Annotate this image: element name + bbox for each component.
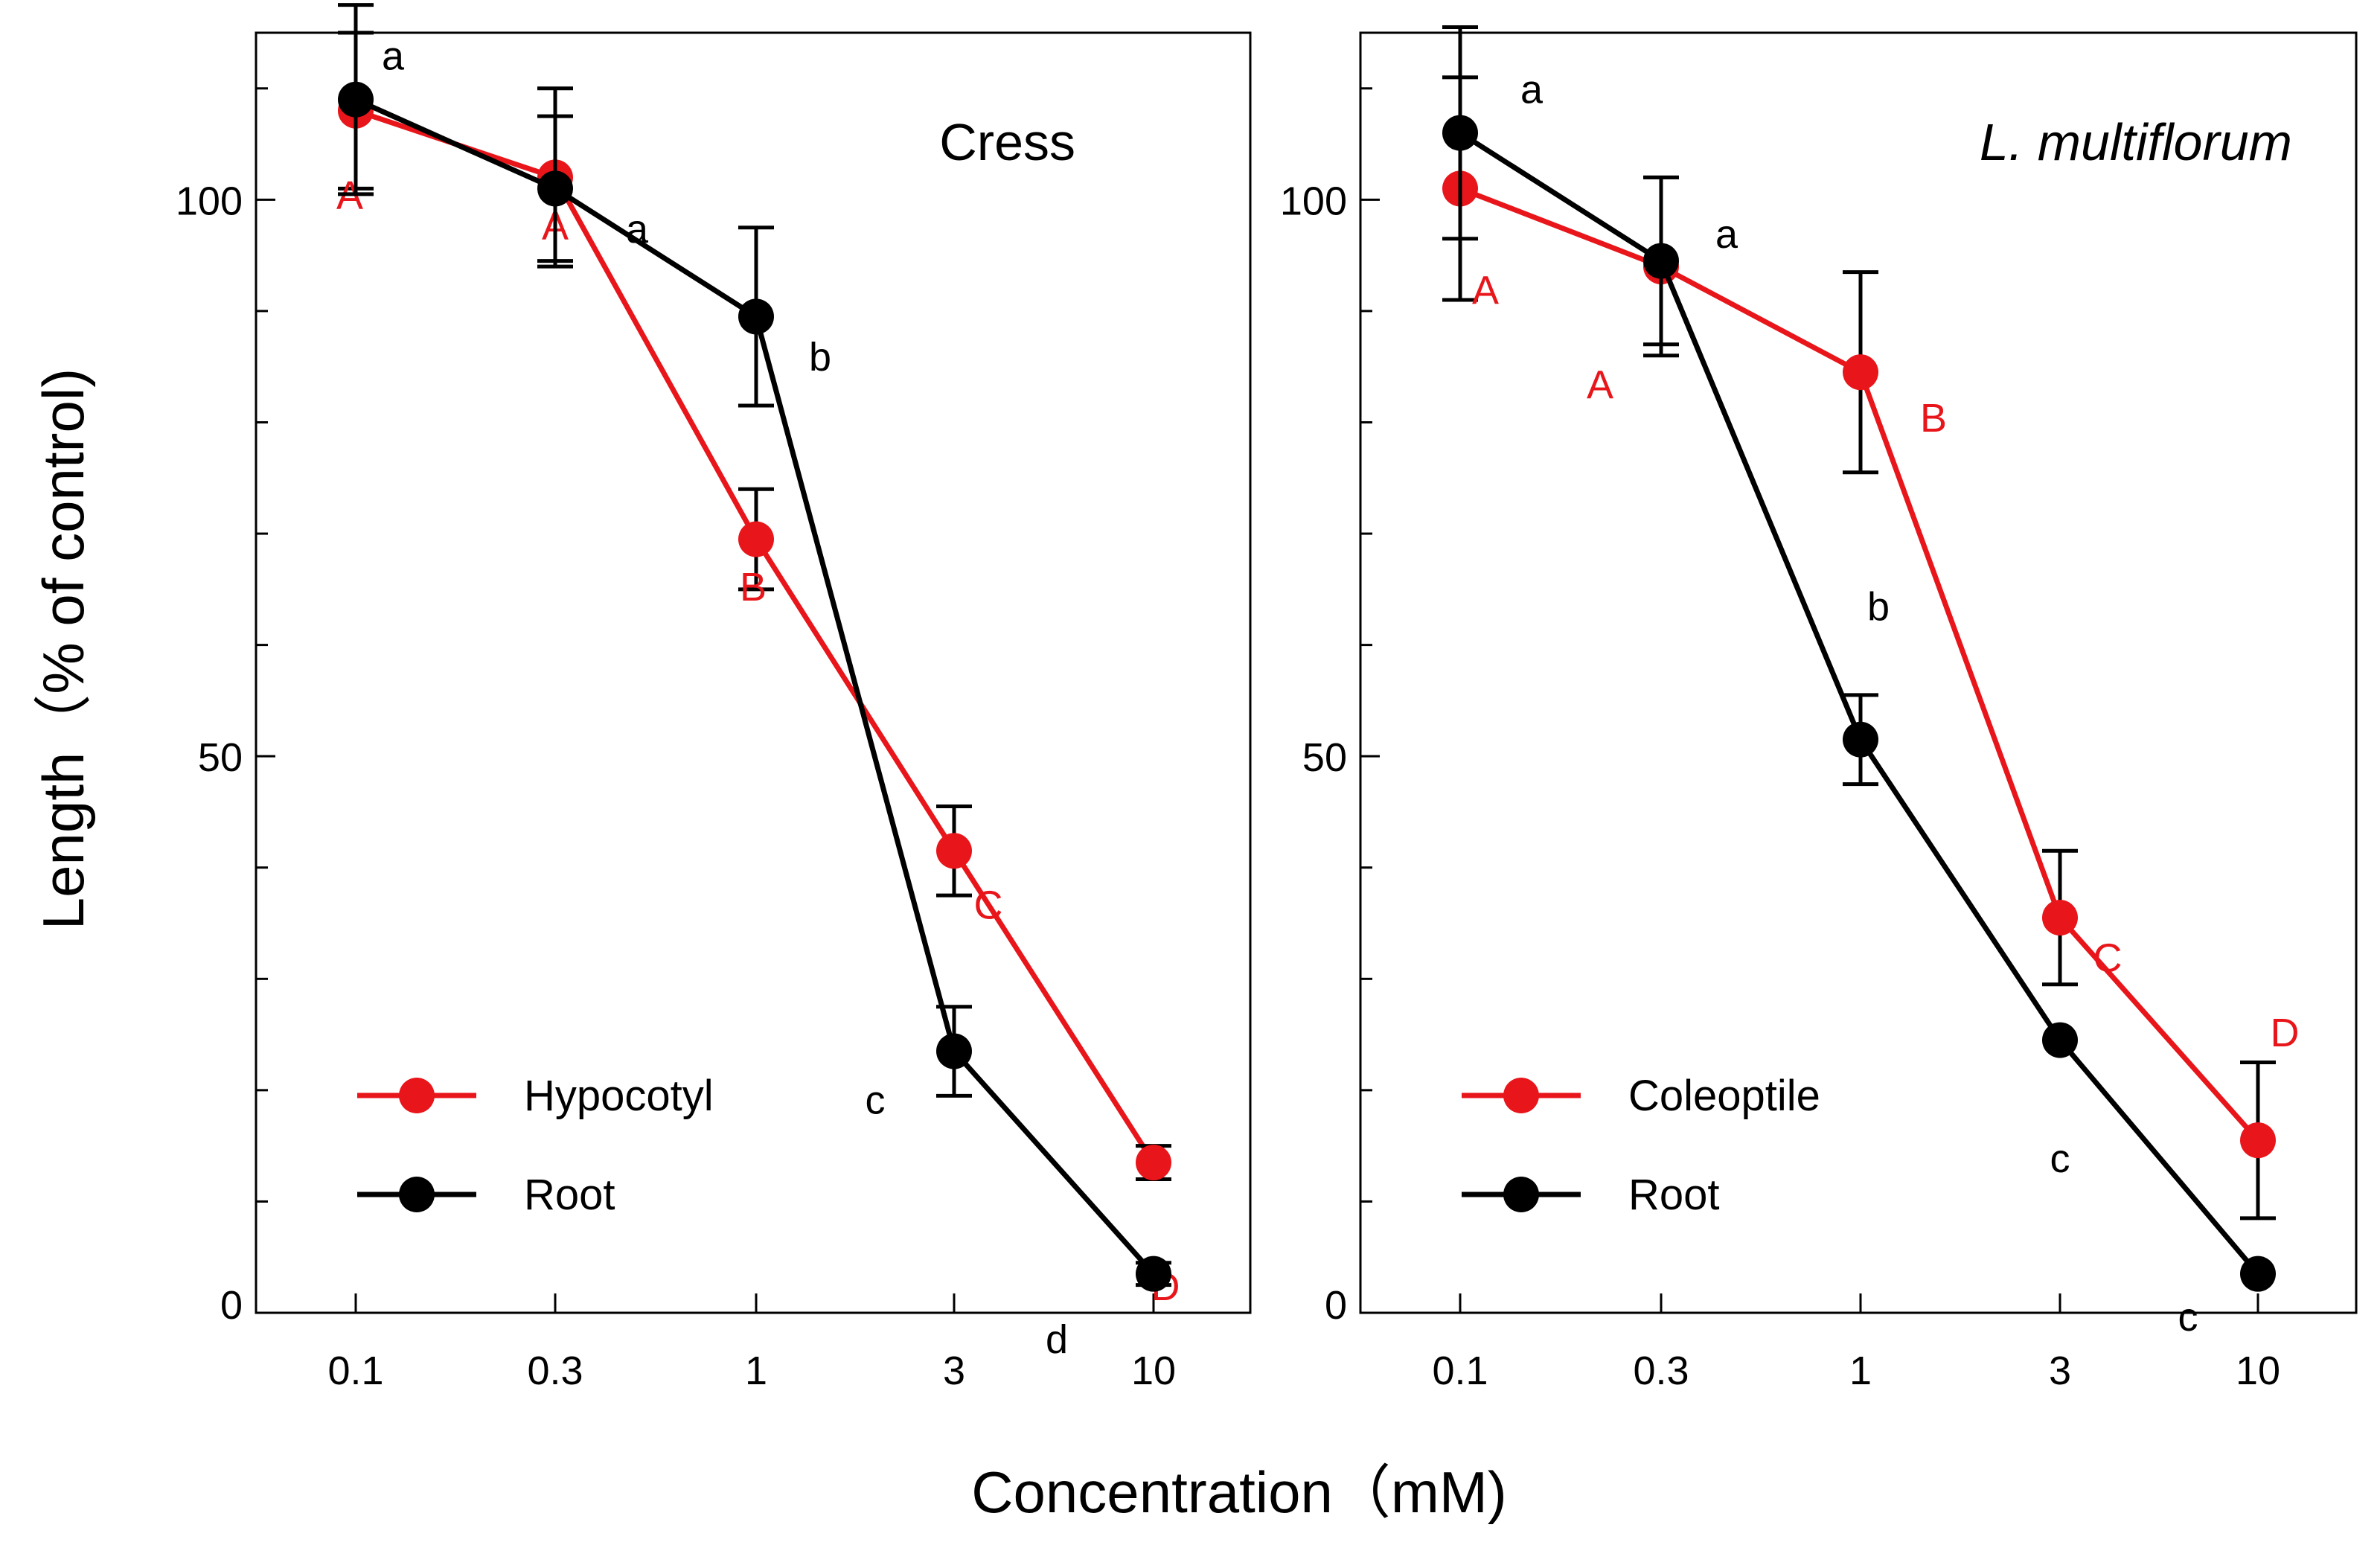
x-axis-title: Concentration（mM) [971, 1459, 1507, 1525]
panel-title: L. multiflorum [1980, 113, 2292, 171]
data-point-hypocotyl [1136, 1145, 1171, 1181]
significance-letter: C [974, 883, 1003, 928]
significance-letter: a [1715, 212, 1738, 257]
significance-letter: a [626, 207, 649, 252]
y-tick-label: 0 [1325, 1283, 1347, 1328]
significance-letter: B [740, 565, 767, 610]
significance-letter: c [2050, 1136, 2070, 1181]
significance-letter: A [1587, 363, 1613, 408]
panel-l-multiflorum: 0 50 100 0.1 0.3 1 3 10 A A B C D Coleoptile a a b c c Root… [1280, 25, 2358, 1393]
panel-title: Cress [939, 113, 1075, 171]
x-tick-label: 3 [2049, 1349, 2071, 1393]
significance-letter: b [1867, 585, 1890, 630]
data-point-root [1136, 1255, 1171, 1292]
significance-letter: c [2178, 1295, 2198, 1340]
x-tick-label: 10 [1131, 1349, 1176, 1393]
data-point-coleoptile [1843, 354, 1878, 391]
legend-marker [1503, 1078, 1539, 1113]
x-tick-label: 1 [745, 1349, 767, 1393]
data-point-root [537, 170, 573, 207]
data-point-root [2042, 1022, 2078, 1058]
y-tick-label: 100 [1280, 179, 1347, 223]
x-tick-label: 0.1 [1432, 1349, 1488, 1393]
data-point-coleoptile [2240, 1122, 2276, 1159]
legend-marker [1503, 1177, 1539, 1212]
significance-letter: C [2093, 936, 2123, 981]
significance-letter: A [1472, 268, 1499, 313]
panel-cress: 0501000.10.31310AABCDHypocotylaabcdRootC… [176, 3, 1252, 1393]
data-point-root [936, 1033, 972, 1069]
data-point-hypocotyl [738, 521, 774, 557]
data-point-root [738, 298, 774, 335]
y-tick-label: 100 [176, 179, 243, 223]
significance-letter: B [1920, 396, 1947, 441]
plot-frame [1359, 31, 2358, 1314]
y-tick-label: 50 [198, 735, 243, 780]
legend-marker [399, 1078, 435, 1113]
data-point-root [1843, 721, 1878, 758]
y-tick-label: 50 [1302, 735, 1347, 780]
data-point-root [1442, 115, 1478, 151]
significance-letter: a [1520, 68, 1544, 112]
x-tick-label: 1 [1849, 1349, 1872, 1393]
significance-letter: d [1046, 1317, 1068, 1362]
x-tick-label: 0.3 [527, 1349, 583, 1393]
significance-letter: D [2271, 1011, 2300, 1055]
legend-label: Coleoptile [1628, 1072, 1820, 1120]
significance-letter: b [809, 335, 831, 380]
legend-label: Root [1628, 1171, 1720, 1219]
data-point-root [1643, 243, 1679, 279]
significance-letter: a [382, 34, 405, 79]
y-axis-title: Length（% of control) [31, 368, 96, 930]
x-tick-label: 0.3 [1633, 1349, 1689, 1393]
data-point-root [2240, 1255, 2276, 1292]
legend-label: Hypocotyl [524, 1072, 714, 1120]
legend-marker [399, 1177, 435, 1212]
data-point-root [338, 81, 374, 118]
y-tick-label: 0 [220, 1283, 243, 1328]
data-point-coleoptile [2042, 900, 2078, 936]
x-tick-label: 10 [2236, 1349, 2280, 1393]
legend-label: Root [524, 1171, 615, 1219]
plot-frame [255, 31, 1252, 1314]
significance-letter: c [866, 1078, 886, 1122]
data-point-hypocotyl [936, 833, 972, 869]
x-tick-label: 0.1 [327, 1349, 383, 1393]
x-tick-label: 3 [943, 1349, 965, 1393]
